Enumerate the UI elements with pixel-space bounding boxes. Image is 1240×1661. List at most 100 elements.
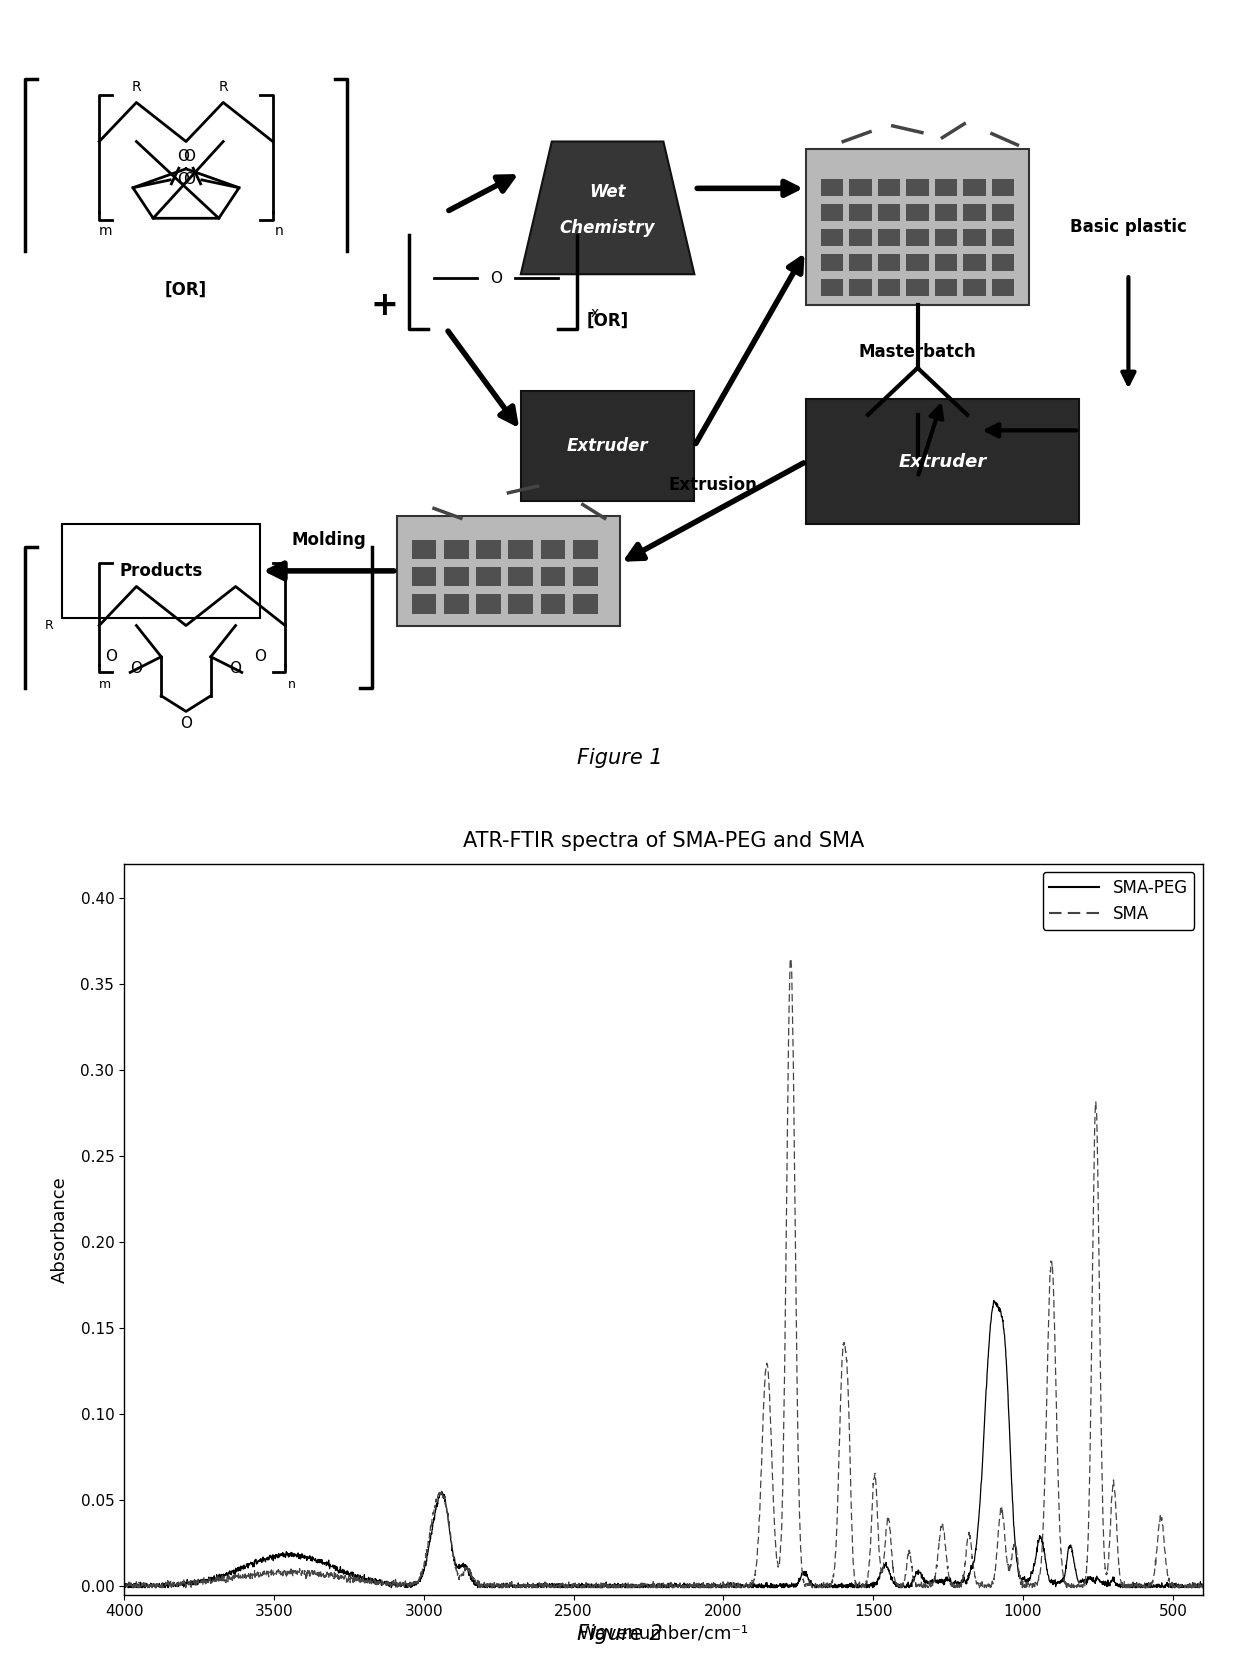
Bar bbox=[963, 279, 986, 296]
Text: n: n bbox=[274, 224, 284, 238]
Bar bbox=[508, 595, 533, 615]
Bar bbox=[412, 566, 436, 586]
Bar bbox=[541, 566, 565, 586]
Bar bbox=[476, 540, 501, 560]
Bar bbox=[878, 179, 900, 196]
Bar bbox=[992, 204, 1014, 221]
Bar bbox=[849, 254, 872, 271]
Bar bbox=[849, 204, 872, 221]
Text: Extruder: Extruder bbox=[567, 437, 649, 455]
SMA-PEG bbox=[987, 1291, 1002, 1311]
Bar bbox=[541, 540, 565, 560]
Bar bbox=[476, 595, 501, 615]
Bar bbox=[521, 392, 694, 500]
Bar bbox=[992, 279, 1014, 296]
Text: O: O bbox=[254, 649, 267, 664]
Text: Chemistry: Chemistry bbox=[559, 219, 656, 238]
Text: O: O bbox=[182, 173, 195, 188]
Bar bbox=[963, 254, 986, 271]
Bar bbox=[906, 229, 929, 246]
Y-axis label: Absorbance: Absorbance bbox=[51, 1176, 69, 1282]
Text: O: O bbox=[177, 149, 190, 164]
Text: R: R bbox=[45, 620, 55, 633]
Bar bbox=[444, 566, 469, 586]
Bar bbox=[878, 229, 900, 246]
SMA bbox=[863, 1543, 878, 1563]
Text: Basic plastic: Basic plastic bbox=[1070, 218, 1187, 236]
SMA-PEG bbox=[246, 1553, 260, 1573]
SMA bbox=[247, 1565, 262, 1585]
SMA bbox=[246, 1565, 260, 1585]
Bar bbox=[397, 517, 620, 626]
Text: O: O bbox=[177, 173, 190, 188]
Bar bbox=[992, 229, 1014, 246]
Bar bbox=[821, 229, 843, 246]
SMA bbox=[1195, 1573, 1210, 1593]
Bar bbox=[821, 279, 843, 296]
Text: O: O bbox=[105, 649, 118, 664]
Bar bbox=[935, 204, 957, 221]
Bar bbox=[508, 540, 533, 560]
Text: Extrusion: Extrusion bbox=[668, 477, 758, 493]
Text: n: n bbox=[288, 678, 295, 691]
Bar bbox=[541, 595, 565, 615]
Bar bbox=[444, 540, 469, 560]
Text: Molding: Molding bbox=[291, 530, 366, 548]
Bar bbox=[806, 399, 1079, 525]
X-axis label: Wavenumber/cm⁻¹: Wavenumber/cm⁻¹ bbox=[578, 1624, 749, 1643]
Bar bbox=[906, 179, 929, 196]
Text: Products: Products bbox=[119, 561, 203, 580]
Bar bbox=[878, 279, 900, 296]
Text: Wet: Wet bbox=[589, 183, 626, 201]
Bar bbox=[849, 179, 872, 196]
Bar bbox=[821, 179, 843, 196]
Bar bbox=[821, 204, 843, 221]
Bar bbox=[412, 540, 436, 560]
Text: Extruder: Extruder bbox=[898, 452, 987, 470]
Text: x: x bbox=[591, 306, 599, 321]
SMA-PEG bbox=[247, 1556, 262, 1576]
Bar bbox=[963, 229, 986, 246]
SMA-PEG bbox=[117, 1575, 131, 1595]
SMA bbox=[185, 1571, 200, 1591]
Text: O: O bbox=[130, 661, 143, 676]
Bar bbox=[935, 279, 957, 296]
Text: O: O bbox=[180, 716, 192, 731]
SMA-PEG bbox=[185, 1571, 200, 1591]
Text: [OR]: [OR] bbox=[165, 281, 207, 299]
Bar bbox=[906, 279, 929, 296]
Bar bbox=[412, 595, 436, 615]
Bar bbox=[806, 149, 1029, 306]
Bar bbox=[62, 525, 260, 618]
Polygon shape bbox=[521, 141, 694, 274]
SMA bbox=[950, 1578, 965, 1598]
Legend: SMA-PEG, SMA: SMA-PEG, SMA bbox=[1043, 872, 1194, 930]
SMA-PEG bbox=[1195, 1576, 1210, 1596]
Bar bbox=[849, 229, 872, 246]
Bar bbox=[878, 204, 900, 221]
Bar bbox=[573, 540, 598, 560]
Bar bbox=[573, 566, 598, 586]
Bar bbox=[573, 595, 598, 615]
Bar bbox=[906, 204, 929, 221]
Text: Masterbatch: Masterbatch bbox=[859, 344, 976, 362]
SMA bbox=[784, 948, 799, 968]
Text: O: O bbox=[229, 661, 242, 676]
Bar bbox=[992, 254, 1014, 271]
Text: Figure 1: Figure 1 bbox=[577, 747, 663, 769]
SMA-PEG bbox=[950, 1573, 965, 1593]
Bar bbox=[821, 254, 843, 271]
Bar bbox=[906, 254, 929, 271]
Line: SMA-PEG: SMA-PEG bbox=[124, 1301, 1203, 1588]
Bar bbox=[963, 204, 986, 221]
Line: SMA: SMA bbox=[124, 958, 1203, 1588]
SMA-PEG bbox=[453, 1558, 467, 1578]
Bar bbox=[444, 595, 469, 615]
Bar bbox=[935, 179, 957, 196]
SMA bbox=[125, 1578, 140, 1598]
Bar bbox=[476, 566, 501, 586]
SMA bbox=[453, 1565, 467, 1585]
Text: m: m bbox=[99, 224, 112, 238]
Text: +: + bbox=[371, 289, 398, 322]
Text: m: m bbox=[99, 678, 112, 691]
